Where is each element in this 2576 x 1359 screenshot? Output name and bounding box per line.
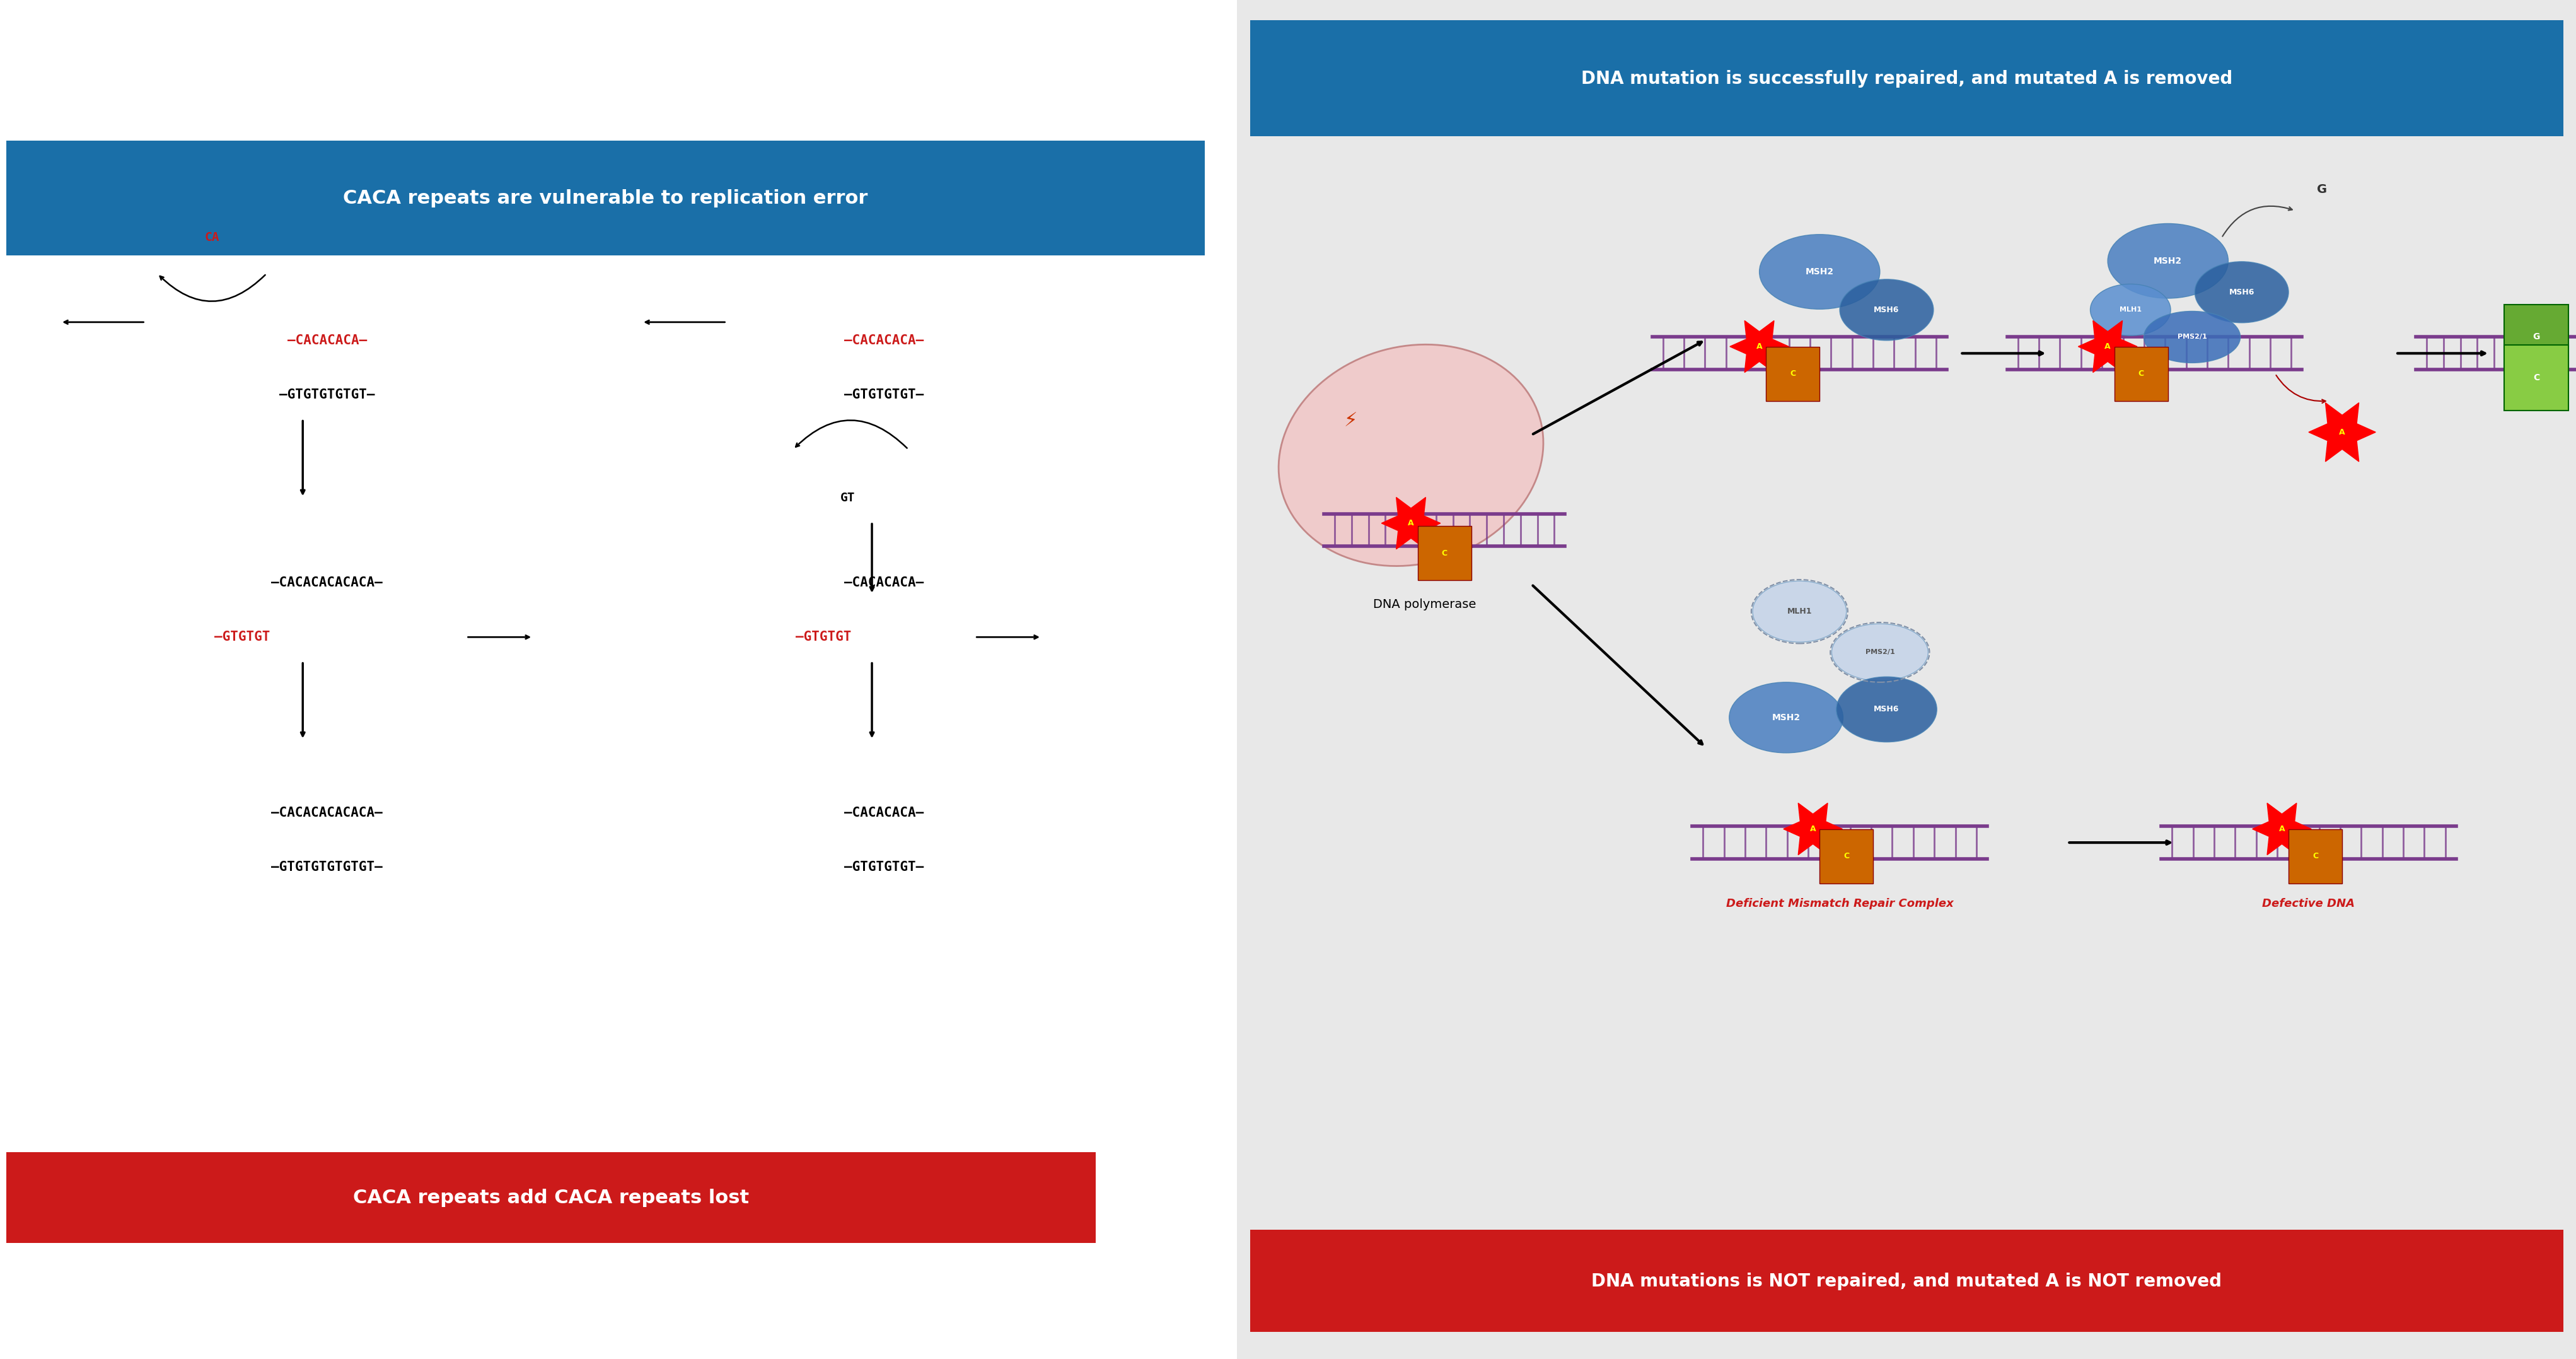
Ellipse shape [2143, 311, 2239, 363]
Text: MLH1: MLH1 [1788, 607, 1811, 616]
FancyBboxPatch shape [5, 140, 1206, 255]
Ellipse shape [2107, 223, 2228, 299]
Text: DNA mutations is NOT repaired, and mutated A is NOT removed: DNA mutations is NOT repaired, and mutat… [1592, 1273, 2221, 1290]
Text: MLH1: MLH1 [2120, 307, 2141, 313]
FancyBboxPatch shape [1249, 1230, 2563, 1332]
Text: —GTGTGTGTGT—: —GTGTGTGTGT— [278, 389, 374, 401]
FancyBboxPatch shape [2115, 347, 2166, 401]
Text: G: G [2532, 333, 2540, 341]
Text: A: A [2105, 342, 2110, 351]
Text: MSH6: MSH6 [1873, 306, 1899, 314]
Text: C: C [1842, 852, 1850, 860]
Text: MSH6: MSH6 [2228, 288, 2254, 296]
Text: C: C [1440, 549, 1448, 557]
Polygon shape [2308, 402, 2375, 462]
FancyBboxPatch shape [1819, 829, 1873, 883]
FancyBboxPatch shape [1236, 0, 2576, 1359]
Text: CA: CA [204, 231, 219, 243]
Text: C: C [2311, 852, 2318, 860]
Text: Defective DNA: Defective DNA [2262, 898, 2354, 909]
Text: GT: GT [840, 492, 855, 504]
Text: DNA polymerase: DNA polymerase [1373, 599, 1476, 610]
Ellipse shape [1752, 582, 1847, 643]
Text: A: A [1808, 825, 1816, 833]
Text: C: C [2138, 370, 2143, 378]
FancyBboxPatch shape [1249, 20, 2563, 136]
Polygon shape [1381, 497, 1440, 549]
FancyBboxPatch shape [2504, 304, 2568, 370]
Text: Deficient Mismatch Repair Complex: Deficient Mismatch Repair Complex [1726, 898, 1953, 909]
FancyBboxPatch shape [5, 1152, 1095, 1242]
Text: —CACACACA—: —CACACACA— [845, 806, 925, 819]
Polygon shape [2079, 321, 2136, 372]
Text: —GTGTGT: —GTGTGT [796, 631, 850, 643]
Text: —CACACACACACA—: —CACACACACACA— [270, 576, 384, 588]
Ellipse shape [2089, 284, 2169, 336]
Text: A: A [2339, 428, 2344, 436]
Polygon shape [1783, 803, 1842, 855]
Ellipse shape [1837, 677, 1937, 742]
Text: —CACACACA—: —CACACACA— [286, 334, 366, 347]
Text: —GTGTGTGT—: —GTGTGTGT— [845, 862, 925, 874]
Text: CACA repeats are vulnerable to replication error: CACA repeats are vulnerable to replicati… [343, 189, 868, 208]
Text: MSH6: MSH6 [1873, 705, 1899, 713]
Text: MSH2: MSH2 [1772, 713, 1801, 722]
Ellipse shape [1728, 682, 1842, 753]
Text: —CACACACACACA—: —CACACACACACA— [270, 806, 384, 819]
Text: CACA repeats add CACA repeats lost: CACA repeats add CACA repeats lost [353, 1189, 750, 1207]
Text: MSH2: MSH2 [1806, 268, 1834, 276]
Polygon shape [2251, 803, 2311, 855]
Polygon shape [1728, 321, 1788, 372]
Text: —GTGTGTGTGTGT—: —GTGTGTGTGTGT— [270, 862, 384, 874]
Text: C: C [2532, 374, 2540, 382]
FancyBboxPatch shape [2287, 829, 2342, 883]
Text: G: G [2316, 183, 2326, 196]
Text: A: A [1406, 519, 1414, 527]
Text: ⚡: ⚡ [1345, 412, 1358, 431]
Text: A: A [1757, 342, 1762, 351]
FancyBboxPatch shape [1417, 526, 1471, 580]
Text: A: A [2277, 825, 2285, 833]
Ellipse shape [1832, 624, 1927, 681]
FancyBboxPatch shape [2504, 345, 2568, 410]
Text: MSH2: MSH2 [2154, 257, 2182, 265]
Text: —CACACACA—: —CACACACA— [845, 576, 925, 588]
Text: PMS2/1: PMS2/1 [2177, 334, 2205, 340]
Text: —GTGTGT: —GTGTGT [214, 631, 270, 643]
Text: PMS2/1: PMS2/1 [1865, 650, 1893, 655]
Text: —GTGTGTGT—: —GTGTGTGT— [845, 389, 925, 401]
Ellipse shape [1759, 234, 1880, 310]
Text: DNA mutation is successfully repaired, and mutated A is removed: DNA mutation is successfully repaired, a… [1582, 71, 2231, 87]
Ellipse shape [1278, 345, 1543, 565]
Ellipse shape [2195, 261, 2287, 322]
Text: —CACACACA—: —CACACACA— [845, 334, 925, 347]
Text: C: C [1790, 370, 1795, 378]
FancyBboxPatch shape [1765, 347, 1819, 401]
Ellipse shape [1839, 280, 1932, 340]
